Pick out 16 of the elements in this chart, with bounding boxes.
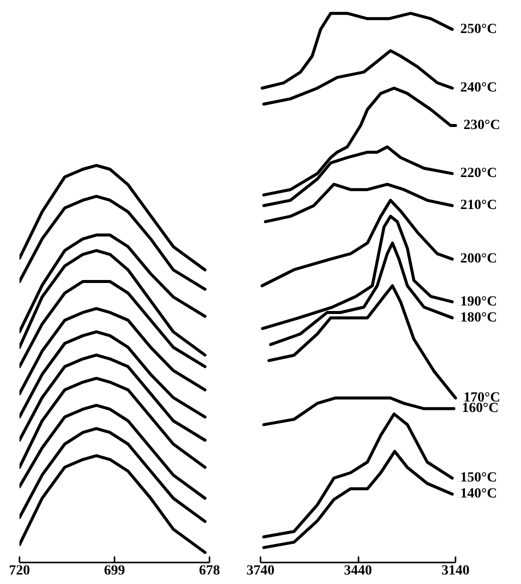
series-label: 240°C [460, 80, 497, 96]
x-tick-label: 720 [9, 564, 30, 578]
x-tick-label: 699 [104, 564, 125, 578]
series-label: 140°C [460, 486, 497, 502]
x-tick-label: 3740 [246, 564, 274, 578]
x-tick-label: 3440 [344, 564, 372, 578]
series-label: 200°C [460, 252, 497, 267]
series-label: 210°C [460, 198, 497, 214]
x-tick-label: 678 [199, 564, 220, 578]
series-label: 230°C [464, 118, 500, 134]
x-tick-label: 3140 [442, 564, 470, 578]
series-label: 220°C [460, 166, 497, 182]
series-label: 190°C [460, 294, 497, 310]
series-label: 150°C [460, 470, 497, 486]
series-label: 250°C [460, 22, 497, 37]
series-label: 180°C [460, 310, 497, 326]
